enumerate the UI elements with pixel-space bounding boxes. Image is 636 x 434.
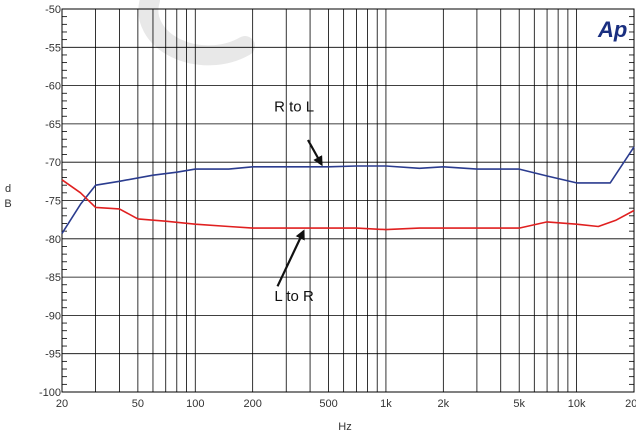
annotation-arrow-2	[276, 229, 305, 287]
x-tick-label: 1k	[380, 398, 392, 410]
y-tick-label: -55	[45, 42, 61, 54]
x-tick-label: 500	[319, 398, 337, 410]
annotation-label-1: R to L	[274, 99, 314, 116]
y-tick-label: -50	[45, 4, 61, 16]
series-line-1	[61, 146, 635, 234]
y-axis-label-b: B	[4, 198, 11, 210]
y-tick-label: -90	[45, 310, 61, 322]
x-tick-label: 50	[132, 398, 144, 410]
x-tick-label: 20k	[625, 398, 636, 410]
y-tick-label: -70	[45, 157, 61, 169]
y-tick-label: -60	[45, 81, 61, 93]
x-tick-label: 10k	[568, 398, 586, 410]
annotation-arrow-1	[307, 139, 323, 167]
x-tick-label: 2k	[438, 398, 450, 410]
y-tick-labels: -50 -55 -60 -65 -70 -75 -80 -85 -90 -95 -100	[39, 4, 61, 399]
y-tick-label: -75	[45, 196, 61, 208]
y-tick-label: -80	[45, 234, 61, 246]
x-tick-label: 20	[56, 398, 68, 410]
x-tick-label: 200	[243, 398, 261, 410]
x-tick-label: 5k	[513, 398, 525, 410]
series-line-2	[61, 179, 635, 231]
x-axis-label: Hz	[338, 421, 351, 433]
annotation-layer: R to L L to R	[274, 99, 323, 305]
y-axis-label-d: d	[5, 183, 11, 195]
series-layer	[61, 146, 635, 234]
annotation-label-2: L to R	[274, 288, 314, 305]
x-tick-label: 100	[186, 398, 204, 410]
watermark-arc	[138, 0, 255, 66]
logo-mark: Ap	[597, 17, 627, 42]
y-tick-label: -65	[45, 119, 61, 131]
x-tick-labels: 20 50 100 200 500 1k 2k 5k 10k 20k	[56, 398, 636, 410]
plot-frame	[61, 8, 635, 393]
y-tick-label: -100	[39, 387, 61, 399]
grid	[61, 8, 635, 393]
y-tick-label: -95	[45, 349, 61, 361]
y-tick-label: -85	[45, 272, 61, 284]
